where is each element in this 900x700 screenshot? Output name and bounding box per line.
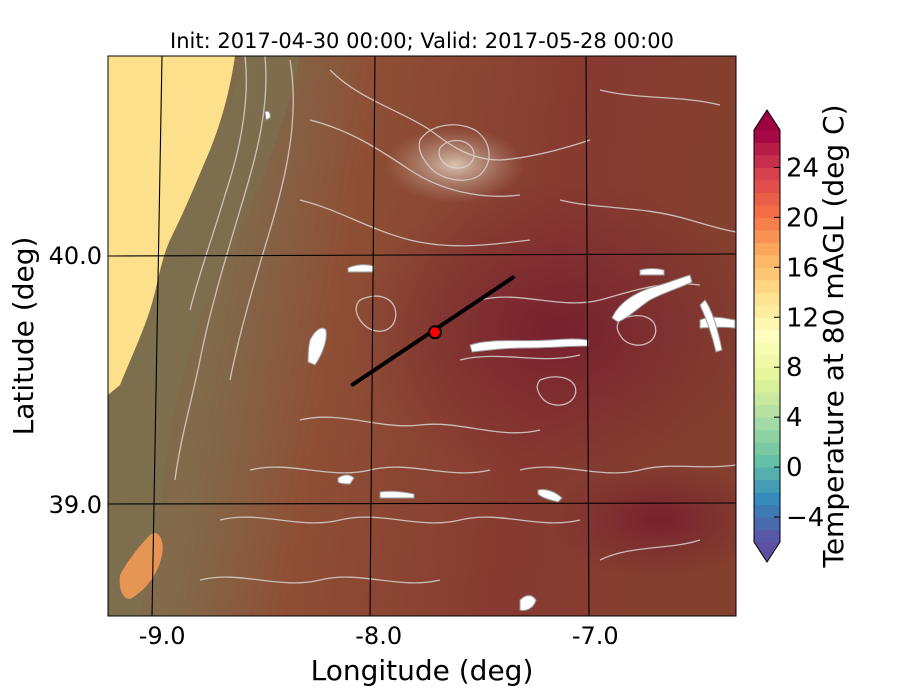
colorbar-band: [754, 304, 780, 318]
colorbar-tick-label: 16: [786, 253, 819, 283]
colorbar-extend-bottom: [754, 542, 780, 562]
y-tick-label: 39.0: [49, 491, 102, 519]
colorbar-tick-label: 24: [786, 153, 819, 183]
colorbar-tick-label: 4: [786, 403, 803, 433]
map-frame: [107, 55, 737, 617]
colorbar-band: [754, 379, 780, 393]
colorbar-tick-label: 8: [786, 353, 803, 383]
x-tick-label: -9.0: [139, 622, 186, 650]
x-tick-labels: -9.0 -8.0 -7.0: [139, 622, 619, 650]
colorbar-bands: [754, 130, 780, 542]
colorbar-band: [754, 254, 780, 268]
colorbar-band: [754, 417, 780, 431]
warm-coastal-patch: [119, 532, 163, 599]
snow-patches: [264, 110, 736, 611]
coastal-plain: [108, 56, 300, 616]
map-area: [108, 56, 736, 616]
colorbar-extend-top: [754, 110, 780, 130]
y-tick-label: 40.0: [49, 242, 102, 270]
x-tick-label: -7.0: [572, 622, 619, 650]
colorbar-band: [754, 454, 780, 468]
colorbar-band: [754, 130, 780, 143]
colorbar-band: [754, 229, 780, 243]
colorbar-band: [754, 217, 780, 231]
colorbar-band: [754, 267, 780, 281]
colorbar-tick-label: 20: [786, 203, 819, 233]
colorbar-band: [754, 467, 780, 481]
colorbar-band: [754, 354, 780, 368]
colorbar-tick-label: −4: [786, 503, 824, 533]
colorbar-outline: [753, 109, 781, 563]
cool-mountain-area: [385, 127, 525, 203]
cross-section-layer: [350, 275, 515, 387]
colorbar-band: [754, 404, 780, 418]
x-axis-label: Longitude (deg): [311, 654, 534, 687]
colorbar-band: [754, 367, 780, 381]
colorbar-band: [754, 529, 780, 542]
ocean: [108, 56, 235, 395]
colorbar-band: [754, 142, 780, 156]
colorbar-tick-label: 12: [786, 303, 819, 333]
colorbar-band: [754, 292, 780, 306]
colorbar-band: [754, 192, 780, 206]
colorbar-band: [754, 154, 780, 168]
colorbar-band: [754, 242, 780, 256]
x-tick-label: -8.0: [355, 622, 402, 650]
colorbar-band: [754, 167, 780, 181]
hot-region-southeast: [550, 460, 736, 580]
colorbar-band: [754, 204, 780, 218]
colorbar-band: [754, 492, 780, 506]
colorbar-band: [754, 392, 780, 406]
y-tick-labels: 40.0 39.0: [49, 242, 102, 519]
grid-lines: [108, 56, 736, 616]
colorbar-label: Temperature at 80 mAGL (deg C): [817, 104, 850, 568]
colorbar-ticks: −4 0 4 8 12 16 20 24: [774, 153, 824, 533]
colorbar-band: [754, 179, 780, 193]
colorbar-band: [754, 442, 780, 456]
colorbar-band: [754, 317, 780, 331]
colorbar-band: [754, 329, 780, 343]
colorbar-band: [754, 279, 780, 293]
colorbar-band: [754, 517, 780, 531]
location-marker: [427, 325, 442, 340]
colorbar-band: [754, 479, 780, 493]
colorbar-band: [754, 342, 780, 356]
colorbar: −4 0 4 8 12 16 20 24 Temperature at 80 mAGL (de…: [753, 104, 850, 569]
chart-title: Init: 2017-04-30 00:00; Valid: 2017-05-2…: [170, 29, 674, 53]
y-axis-label: Latitude (deg): [7, 237, 40, 436]
colorbar-band: [754, 429, 780, 443]
colorbar-band: [754, 504, 780, 518]
colorbar-tick-label: 0: [786, 453, 803, 483]
